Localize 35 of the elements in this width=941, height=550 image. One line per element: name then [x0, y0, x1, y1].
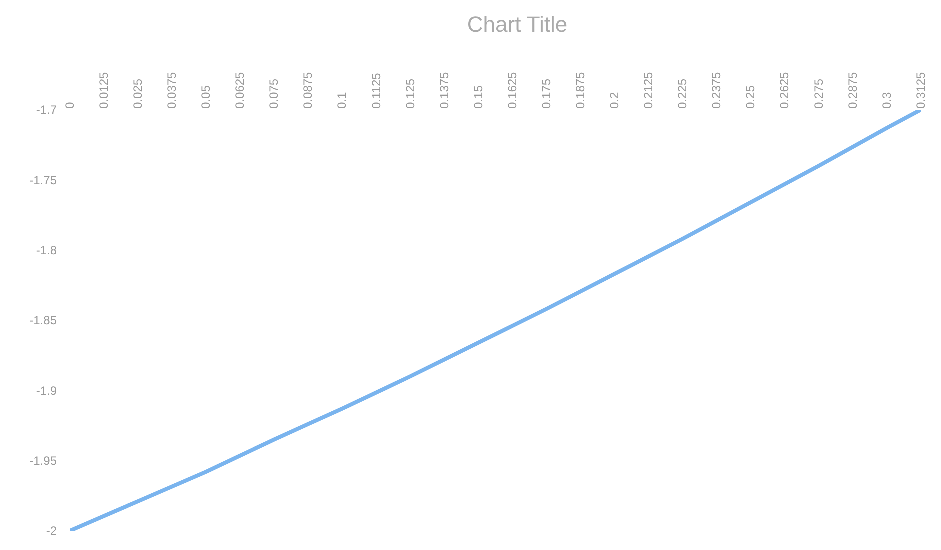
- x-tick-label: 0.0375: [165, 72, 180, 109]
- x-tick-label: 0.1875: [574, 72, 588, 109]
- x-tick-label: 0.2875: [846, 72, 860, 109]
- y-tick-label: -1.7: [36, 103, 58, 118]
- y-tick-label: -1.9: [36, 384, 58, 398]
- x-tick-label: 0.0125: [96, 72, 111, 109]
- x-tick-label: 0.3125: [914, 72, 928, 109]
- x-tick-label: 0.0875: [301, 72, 316, 109]
- x-tick-label: 0.25: [744, 85, 758, 109]
- y-tick-label: -1.85: [30, 314, 58, 328]
- x-tick-label: 0.05: [199, 85, 214, 109]
- x-tick-label: 0.3: [880, 92, 894, 109]
- x-tick-label: 0.225: [676, 78, 690, 109]
- x-tick-label: 0.125: [403, 78, 418, 109]
- y-tick-label: -1.95: [30, 454, 58, 468]
- y-tick-label: -1.8: [36, 244, 58, 258]
- x-tick-label: 0.2375: [710, 72, 724, 109]
- x-tick-label: 0.15: [471, 85, 486, 109]
- x-tick-label: 0.075: [267, 78, 282, 109]
- y-tick-label: -2: [46, 524, 58, 538]
- y-tick-label: -1.75: [30, 173, 58, 188]
- x-tick-label: 0.2: [608, 92, 622, 109]
- line-series: [70, 110, 921, 531]
- x-tick-label: 0.175: [539, 78, 554, 109]
- x-tick-label: 0.0625: [233, 72, 248, 109]
- x-tick-label: 0.1375: [437, 72, 452, 109]
- chart-title: Chart Title: [467, 12, 568, 37]
- x-tick-label: 0.1125: [369, 72, 384, 109]
- x-tick-label: 0.275: [812, 78, 826, 109]
- x-tick-label: 0.1: [335, 92, 350, 109]
- x-tick-label: 0.2625: [778, 72, 792, 109]
- x-tick-label: 0.025: [130, 78, 145, 109]
- x-tick-label: 0: [62, 102, 77, 109]
- x-tick-label: 0.1625: [505, 72, 520, 109]
- x-tick-label: 0.2125: [642, 72, 656, 109]
